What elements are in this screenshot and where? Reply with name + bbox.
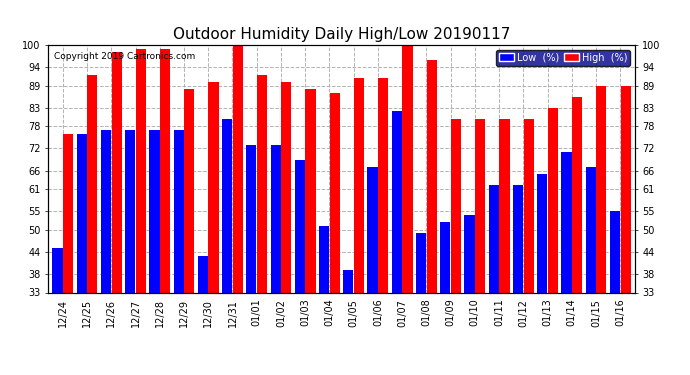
Bar xyxy=(416,233,426,292)
Bar xyxy=(537,174,547,292)
Bar xyxy=(184,89,195,292)
Bar xyxy=(174,130,184,292)
Bar xyxy=(208,82,219,292)
Bar xyxy=(233,45,243,292)
Bar xyxy=(464,215,475,292)
Bar xyxy=(596,86,607,292)
Bar xyxy=(295,159,305,292)
Bar xyxy=(77,134,87,292)
Bar xyxy=(402,45,413,292)
Bar xyxy=(426,60,437,292)
Bar xyxy=(500,119,509,292)
Bar xyxy=(125,130,135,292)
Bar xyxy=(330,93,340,292)
Bar xyxy=(149,130,159,292)
Bar xyxy=(368,167,377,292)
Bar xyxy=(112,53,121,292)
Bar xyxy=(136,49,146,292)
Bar xyxy=(610,211,620,292)
Bar xyxy=(392,111,402,292)
Bar xyxy=(440,222,451,292)
Bar xyxy=(524,119,534,292)
Bar xyxy=(513,185,523,292)
Bar xyxy=(52,248,63,292)
Bar xyxy=(489,185,499,292)
Bar xyxy=(101,130,111,292)
Bar xyxy=(282,82,291,292)
Bar xyxy=(306,89,315,292)
Bar xyxy=(378,78,388,292)
Bar xyxy=(562,152,571,292)
Title: Outdoor Humidity Daily High/Low 20190117: Outdoor Humidity Daily High/Low 20190117 xyxy=(173,27,510,42)
Bar xyxy=(548,108,558,292)
Bar xyxy=(451,119,461,292)
Bar xyxy=(586,167,595,292)
Bar xyxy=(319,226,329,292)
Bar xyxy=(572,97,582,292)
Bar xyxy=(222,119,233,292)
Bar xyxy=(475,119,485,292)
Bar xyxy=(257,75,267,292)
Bar xyxy=(354,78,364,292)
Bar xyxy=(88,75,97,292)
Legend: Low  (%), High  (%): Low (%), High (%) xyxy=(497,50,630,66)
Bar xyxy=(246,145,257,292)
Bar xyxy=(620,86,631,292)
Bar xyxy=(270,145,281,292)
Bar xyxy=(198,255,208,292)
Bar xyxy=(343,270,353,292)
Bar xyxy=(160,49,170,292)
Bar xyxy=(63,134,73,292)
Text: Copyright 2019 Cartronics.com: Copyright 2019 Cartronics.com xyxy=(55,53,195,62)
